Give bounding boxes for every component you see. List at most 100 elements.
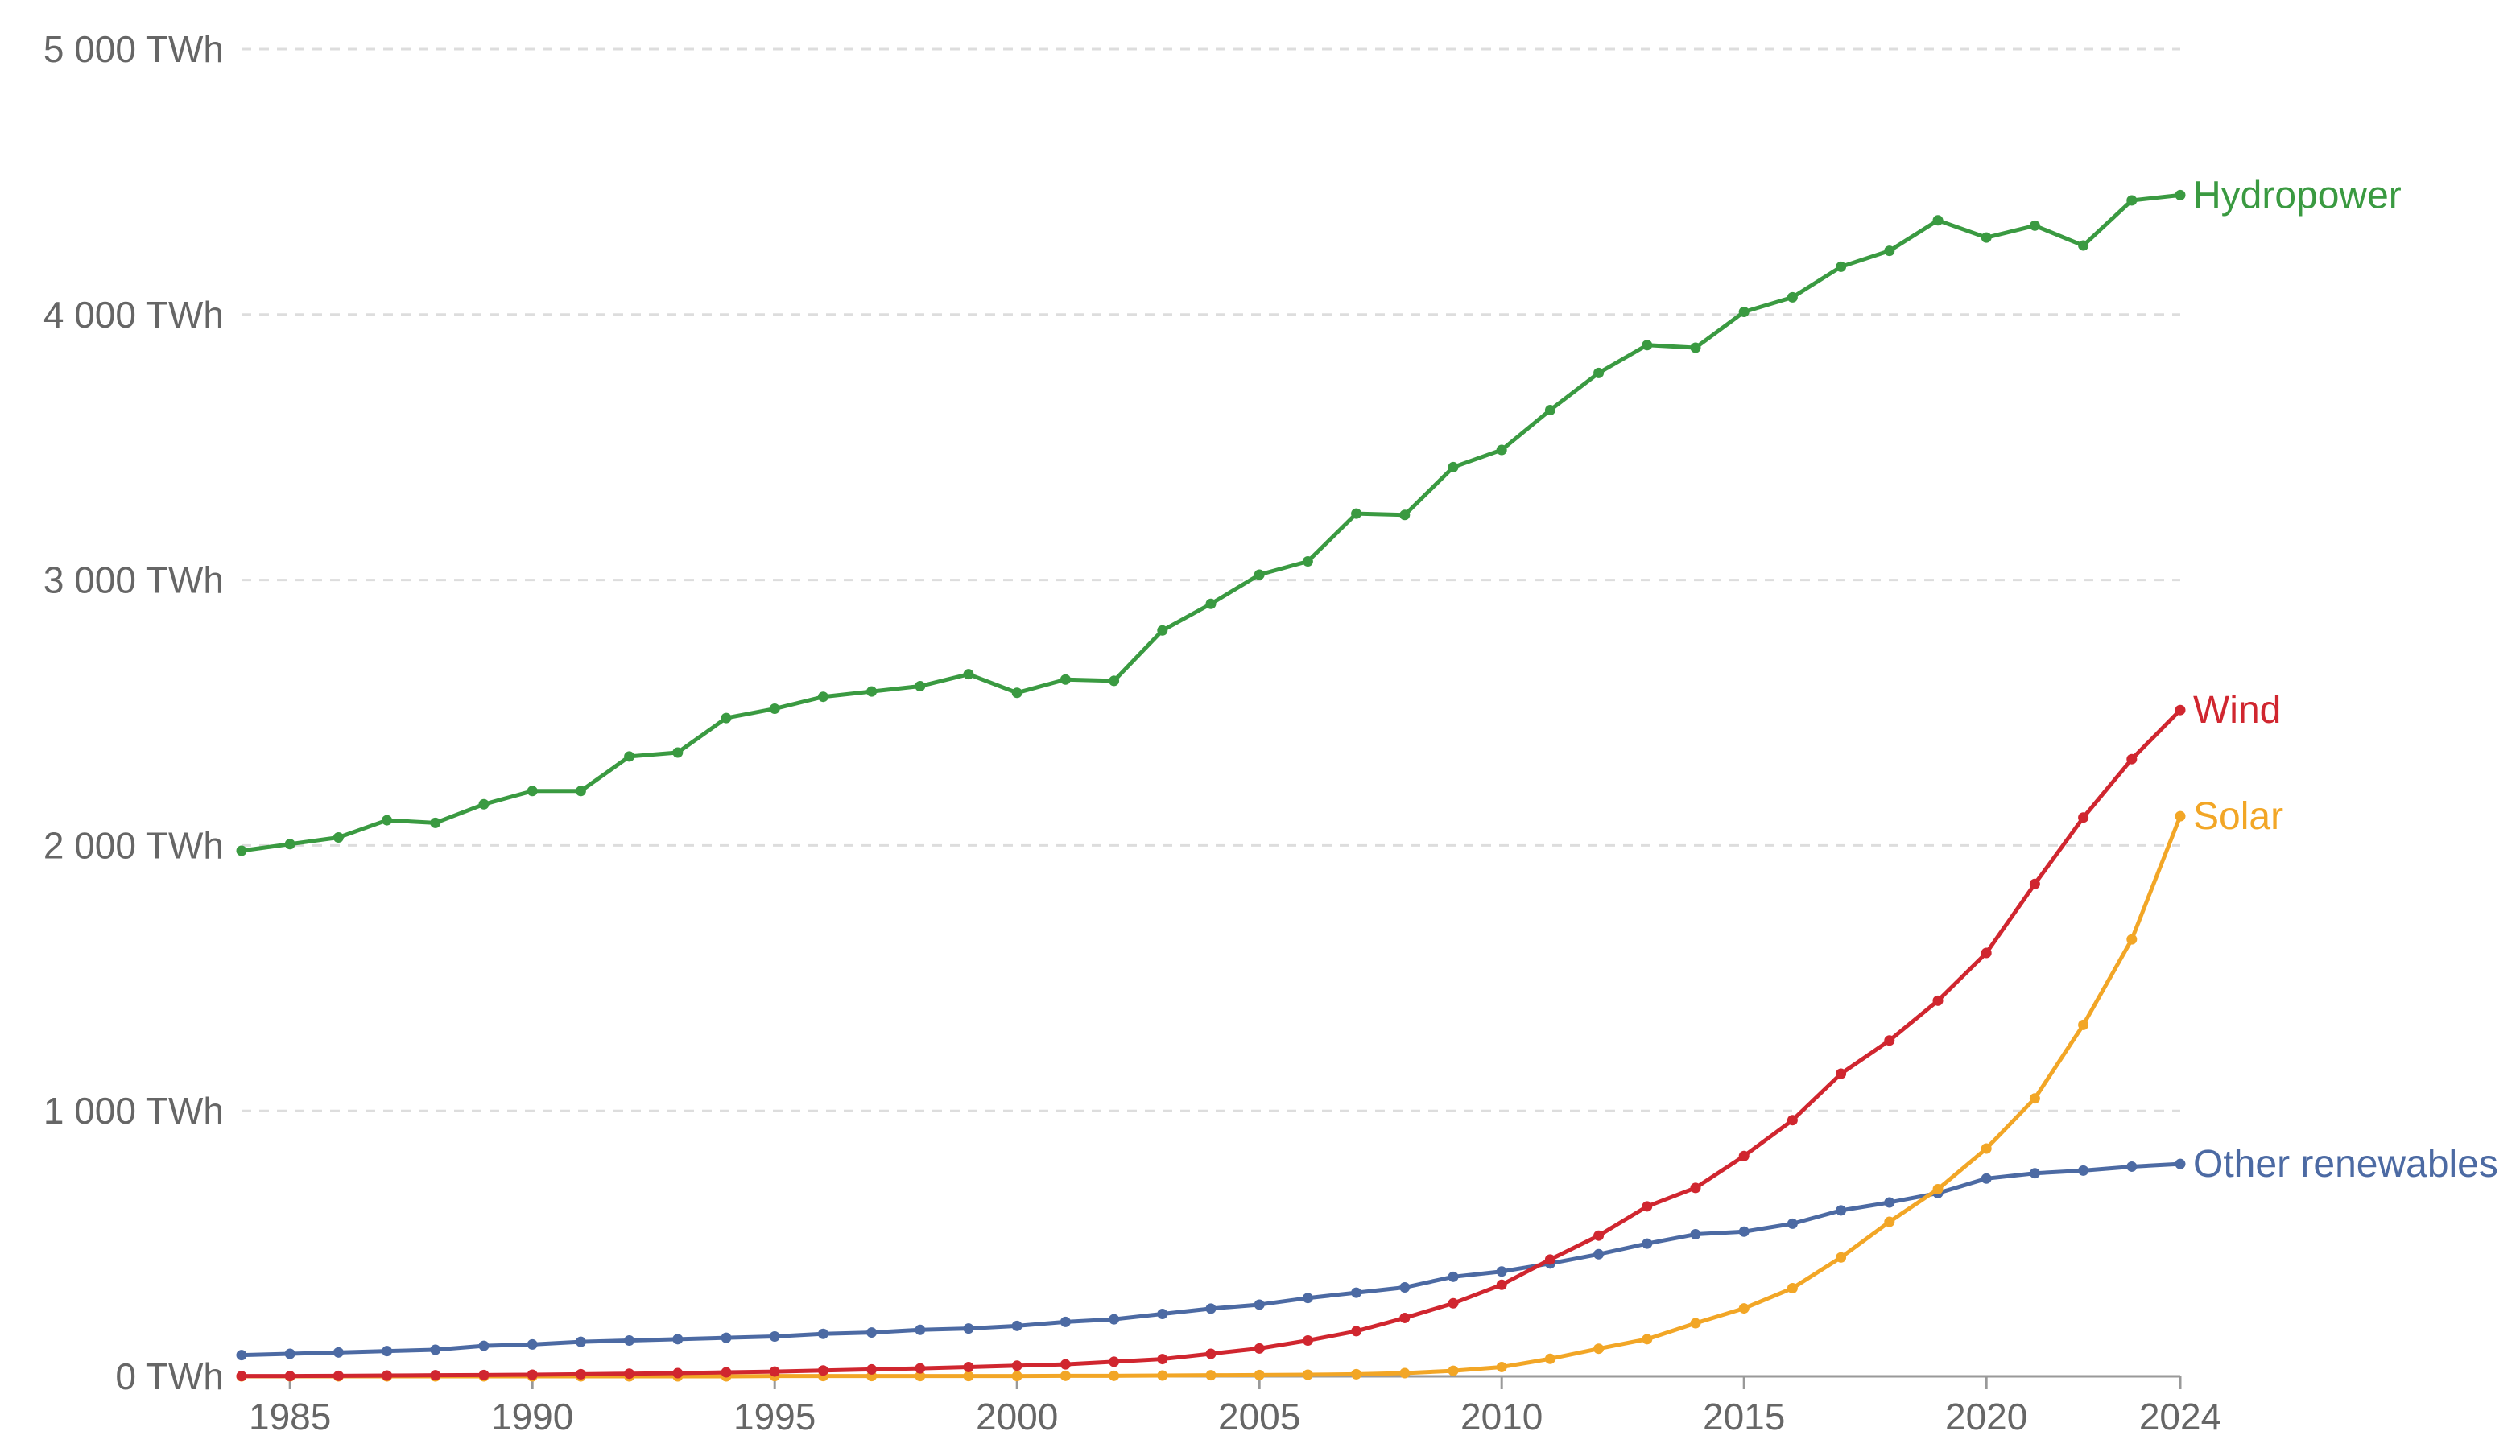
data-point-other-renewables[interactable]: [1448, 1271, 1459, 1282]
data-point-other-renewables[interactable]: [1109, 1314, 1120, 1325]
data-point-hydropower[interactable]: [1399, 509, 1411, 521]
data-point-wind[interactable]: [1787, 1115, 1798, 1126]
data-point-other-renewables[interactable]: [1351, 1287, 1362, 1298]
data-point-wind[interactable]: [2126, 753, 2138, 765]
data-point-wind[interactable]: [382, 1370, 393, 1381]
data-point-other-renewables[interactable]: [1738, 1226, 1750, 1237]
data-point-solar[interactable]: [1981, 1143, 1992, 1154]
data-point-hydropower[interactable]: [866, 686, 878, 697]
data-point-wind[interactable]: [2029, 878, 2040, 889]
data-point-hydropower[interactable]: [284, 839, 295, 850]
data-point-hydropower[interactable]: [478, 798, 490, 810]
data-point-wind[interactable]: [1836, 1068, 1847, 1079]
data-point-hydropower[interactable]: [1642, 340, 1653, 351]
data-point-other-renewables[interactable]: [1399, 1282, 1411, 1293]
data-point-other-renewables[interactable]: [1205, 1303, 1217, 1314]
data-point-wind[interactable]: [1109, 1356, 1120, 1367]
data-point-wind[interactable]: [1690, 1182, 1701, 1194]
data-point-wind[interactable]: [817, 1365, 828, 1376]
data-point-solar[interactable]: [1109, 1370, 1120, 1381]
data-point-hydropower[interactable]: [2029, 220, 2040, 231]
data-point-wind[interactable]: [430, 1370, 441, 1381]
data-point-other-renewables[interactable]: [478, 1340, 490, 1351]
data-point-solar[interactable]: [1690, 1318, 1701, 1329]
data-point-other-renewables[interactable]: [672, 1334, 684, 1345]
data-point-hydropower[interactable]: [1011, 687, 1022, 699]
data-point-hydropower[interactable]: [1690, 342, 1701, 353]
data-point-wind[interactable]: [575, 1368, 586, 1380]
data-point-other-renewables[interactable]: [1690, 1229, 1701, 1240]
data-point-wind[interactable]: [1884, 1035, 1895, 1046]
data-point-hydropower[interactable]: [1593, 367, 1605, 378]
data-point-wind[interactable]: [236, 1371, 247, 1382]
data-point-wind[interactable]: [1593, 1230, 1605, 1241]
data-point-wind[interactable]: [333, 1370, 344, 1381]
data-point-wind[interactable]: [1157, 1354, 1168, 1365]
data-point-solar[interactable]: [1302, 1369, 1313, 1380]
data-point-other-renewables[interactable]: [1642, 1238, 1653, 1249]
data-point-hydropower[interactable]: [2078, 240, 2089, 251]
data-point-hydropower[interactable]: [236, 845, 247, 856]
data-point-wind[interactable]: [1011, 1360, 1022, 1371]
data-point-solar[interactable]: [1351, 1368, 1362, 1380]
data-point-other-renewables[interactable]: [1157, 1308, 1168, 1319]
data-point-solar[interactable]: [1157, 1370, 1168, 1381]
data-point-hydropower[interactable]: [1205, 598, 1217, 609]
data-point-hydropower[interactable]: [1932, 215, 1944, 226]
data-point-other-renewables[interactable]: [1787, 1218, 1798, 1229]
data-point-wind[interactable]: [1544, 1254, 1555, 1265]
data-point-wind[interactable]: [2078, 812, 2089, 823]
data-point-hydropower[interactable]: [915, 681, 926, 692]
data-point-wind[interactable]: [1399, 1312, 1411, 1323]
data-point-other-renewables[interactable]: [1884, 1197, 1895, 1208]
data-point-solar[interactable]: [1642, 1334, 1653, 1345]
data-point-hydropower[interactable]: [624, 751, 635, 762]
data-point-solar[interactable]: [1399, 1367, 1411, 1379]
data-point-hydropower[interactable]: [1738, 307, 1750, 318]
data-point-wind[interactable]: [1642, 1201, 1653, 1212]
data-point-other-renewables[interactable]: [817, 1328, 828, 1339]
data-point-other-renewables[interactable]: [963, 1323, 974, 1334]
data-point-other-renewables[interactable]: [430, 1344, 441, 1355]
data-point-wind[interactable]: [1448, 1297, 1459, 1309]
data-point-hydropower[interactable]: [333, 832, 344, 843]
data-point-solar[interactable]: [1836, 1252, 1847, 1263]
data-point-wind[interactable]: [1932, 995, 1944, 1006]
data-point-other-renewables[interactable]: [527, 1338, 538, 1350]
data-point-wind[interactable]: [1302, 1334, 1313, 1346]
data-point-hydropower[interactable]: [1060, 674, 1071, 685]
data-point-other-renewables[interactable]: [236, 1350, 247, 1361]
data-point-hydropower[interactable]: [1351, 508, 1362, 519]
data-point-hydropower[interactable]: [1254, 569, 1265, 580]
data-point-other-renewables[interactable]: [1011, 1320, 1022, 1331]
data-point-other-renewables[interactable]: [721, 1332, 732, 1343]
data-point-hydropower[interactable]: [1981, 232, 1992, 243]
data-point-other-renewables[interactable]: [2175, 1158, 2186, 1169]
data-point-hydropower[interactable]: [1157, 625, 1168, 636]
data-point-solar[interactable]: [1544, 1353, 1555, 1364]
data-point-solar[interactable]: [1787, 1283, 1798, 1294]
data-point-solar[interactable]: [1932, 1183, 1944, 1194]
data-point-other-renewables[interactable]: [2078, 1165, 2089, 1176]
data-point-wind[interactable]: [527, 1369, 538, 1380]
data-point-solar[interactable]: [963, 1371, 974, 1382]
data-point-wind[interactable]: [1496, 1279, 1507, 1290]
data-point-solar[interactable]: [1593, 1343, 1605, 1355]
data-point-hydropower[interactable]: [527, 786, 538, 797]
data-point-hydropower[interactable]: [769, 703, 780, 715]
data-point-solar[interactable]: [2175, 810, 2186, 822]
data-point-solar[interactable]: [1448, 1365, 1459, 1376]
data-point-hydropower[interactable]: [963, 669, 974, 680]
data-point-solar[interactable]: [915, 1371, 926, 1382]
data-point-solar[interactable]: [1254, 1369, 1265, 1380]
data-point-solar[interactable]: [1496, 1361, 1507, 1372]
data-point-wind[interactable]: [284, 1371, 295, 1382]
data-point-other-renewables[interactable]: [575, 1336, 586, 1347]
data-point-solar[interactable]: [1011, 1371, 1022, 1382]
data-point-other-renewables[interactable]: [915, 1324, 926, 1335]
data-point-hydropower[interactable]: [430, 817, 441, 828]
data-point-wind[interactable]: [1205, 1348, 1217, 1359]
data-point-other-renewables[interactable]: [624, 1334, 635, 1346]
data-point-wind[interactable]: [1738, 1150, 1750, 1161]
data-point-wind[interactable]: [672, 1367, 684, 1379]
